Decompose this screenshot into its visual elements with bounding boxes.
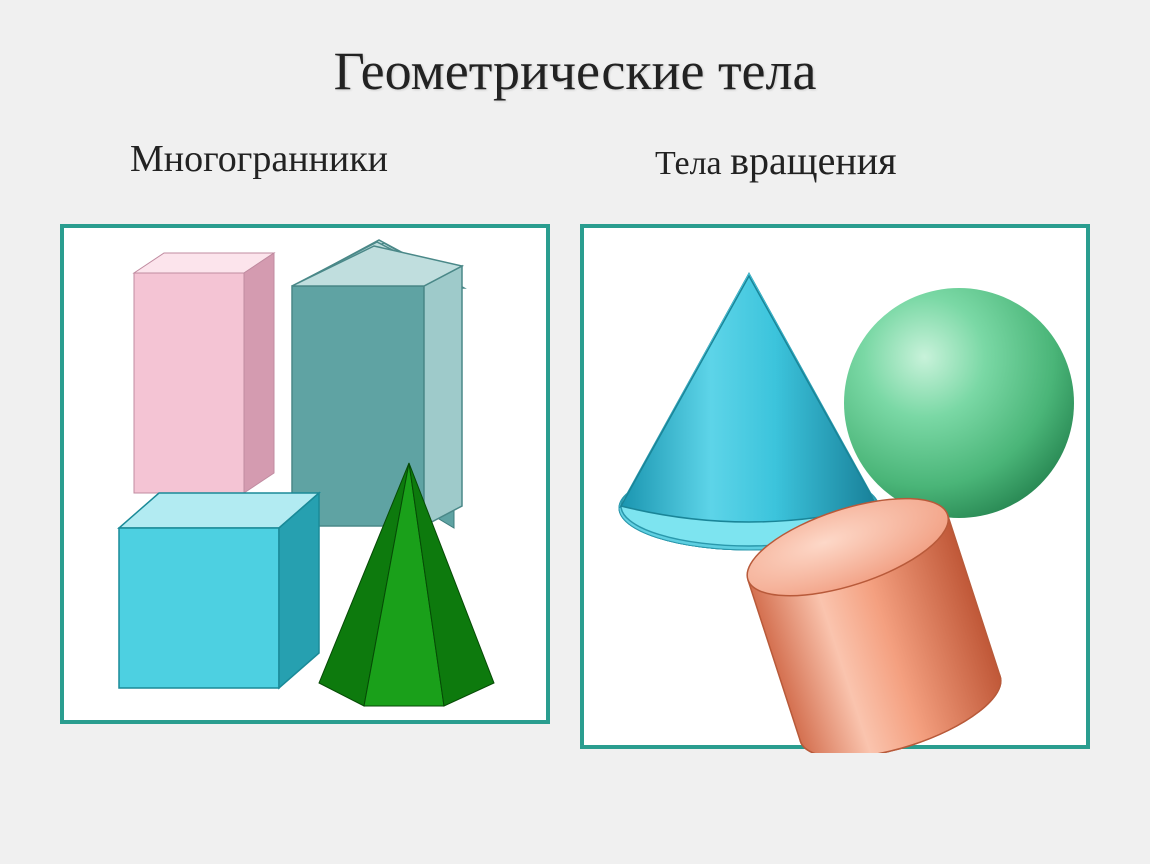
sphere-shape [844,288,1074,518]
revolution-svg [584,228,1094,753]
page-title: Геометрические тела [0,0,1150,102]
polyhedra-svg [64,228,554,728]
panel-revolution [580,224,1090,749]
subtitle-revolution-small: Тела [655,145,730,182]
rectangular-slab-shape [134,253,274,493]
subtitle-revolution: Тела вращения [565,137,1090,184]
prism-final [292,246,462,526]
subtitles-row: Многогранники Тела вращения [0,137,1150,184]
subtitle-polyhedra: Многогранники [60,137,565,184]
cube-shape [119,493,319,688]
panels-row [0,224,1150,749]
panel-polyhedra [60,224,550,724]
subtitle-revolution-big: вращения [730,138,896,183]
cone-clean [621,276,877,546]
